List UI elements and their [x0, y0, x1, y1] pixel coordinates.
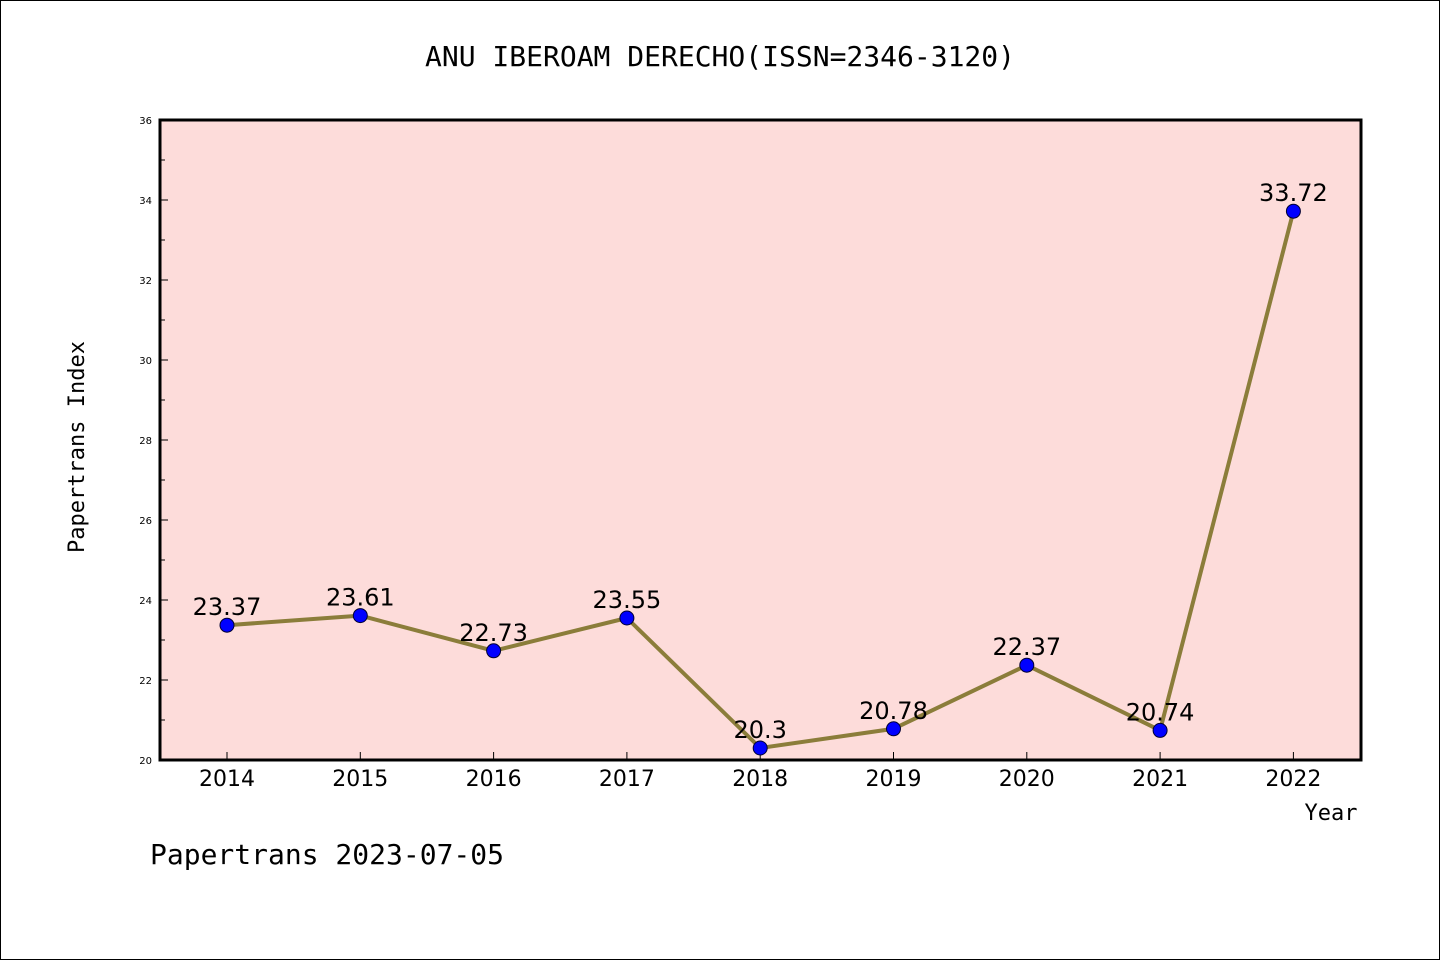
x-tick-label: 2022	[1265, 767, 1321, 792]
footer-date: Papertrans 2023-07-05	[150, 838, 504, 871]
plot-area	[160, 120, 1361, 760]
y-tick-label: 22	[139, 676, 152, 687]
data-label: 20.78	[859, 697, 928, 725]
data-point	[352, 608, 368, 624]
x-axis: 2014 2015 2016 2017 2018 2019 2020 2021 2022	[199, 752, 1321, 792]
y-tick-label: 24	[139, 596, 152, 607]
data-label: 33.72	[1259, 179, 1328, 207]
y-tick-label: 36	[139, 116, 152, 127]
x-tick-label: 2015	[332, 767, 388, 792]
data-point	[752, 740, 768, 756]
x-tick-label: 2018	[732, 767, 788, 792]
data-point	[619, 610, 635, 626]
x-tick-label: 2020	[999, 767, 1055, 792]
data-label: 23.61	[326, 584, 395, 612]
x-tick-label: 2016	[466, 767, 522, 792]
x-tick-label: 2021	[1132, 767, 1188, 792]
data-label: 20.3	[733, 716, 786, 744]
plot-border	[158, 118, 1363, 762]
y-axis-label: Papertrans Index	[65, 341, 90, 553]
y-tick-label: 20	[139, 756, 152, 767]
y-tick-label: 26	[139, 516, 152, 527]
data-label: 23.55	[593, 586, 662, 614]
y-tick-label: 28	[139, 436, 152, 447]
x-tick-label: 2014	[199, 767, 255, 792]
x-tick-label: 2017	[599, 767, 655, 792]
data-label: 22.73	[459, 619, 528, 647]
data-label: 23.37	[193, 593, 262, 621]
x-tick-label: 2019	[866, 767, 922, 792]
y-tick-label: 30	[139, 356, 152, 367]
x-axis-label: Year	[1305, 801, 1358, 826]
chart-title: ANU IBEROAM DERECHO(ISSN=2346-3120)	[425, 40, 1015, 73]
data-point	[1285, 203, 1301, 219]
data-point	[219, 617, 235, 633]
y-tick-label: 34	[139, 196, 152, 207]
data-label: 22.37	[992, 633, 1061, 661]
data-point	[1152, 722, 1168, 738]
series	[219, 203, 1301, 756]
data-point	[1019, 657, 1035, 673]
y-tick-label: 32	[139, 276, 152, 287]
data-point	[886, 721, 901, 737]
data-labels: 23.37 23.61 22.73 23.55 20.3 20.78 22.37 20.74 3…	[193, 179, 1328, 744]
data-label: 20.74	[1126, 698, 1195, 726]
data-point	[486, 643, 502, 659]
